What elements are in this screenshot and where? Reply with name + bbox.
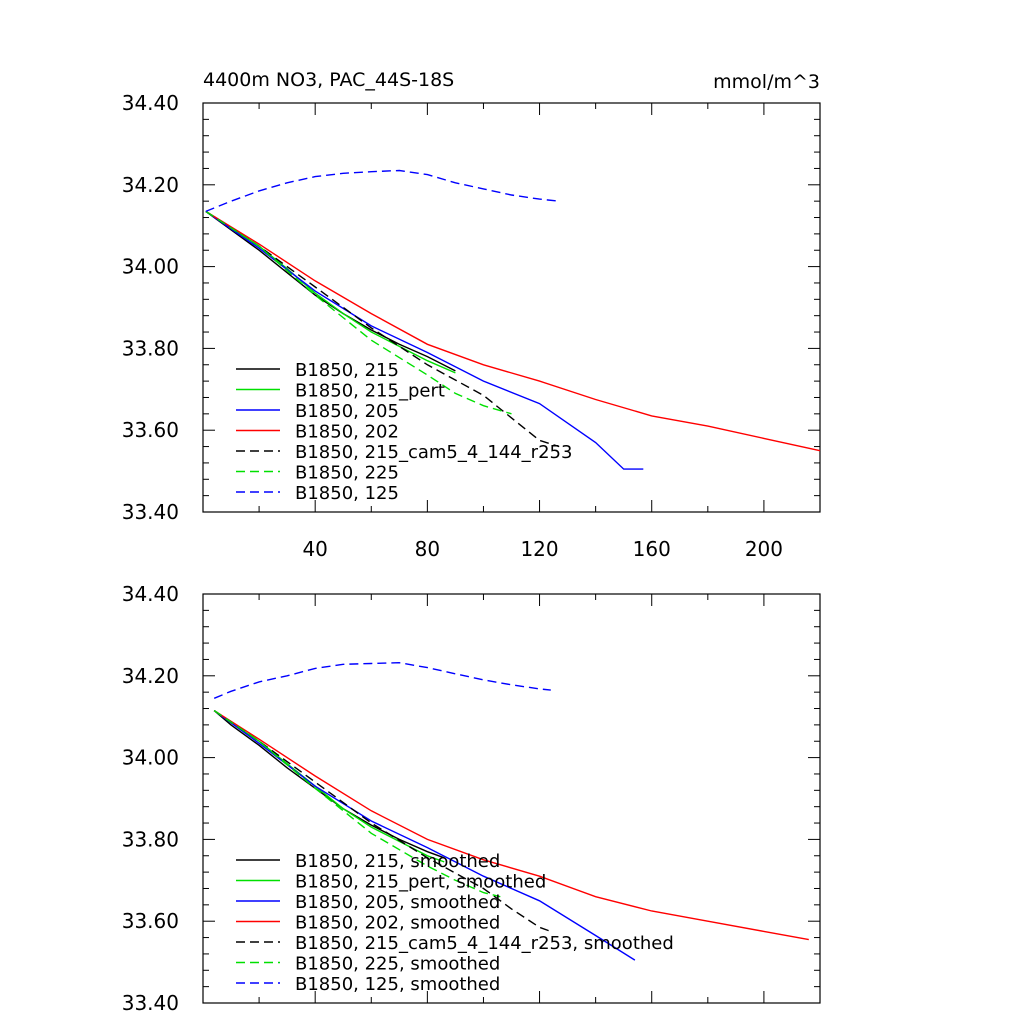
series-line <box>213 710 501 898</box>
plot-frame <box>202 102 821 513</box>
series-line <box>213 710 552 933</box>
series-line <box>213 661 551 699</box>
bottom-chart-panel: 33.40 33.60 33.80 34.00 34.20 34.40 B1850, 215… <box>122 582 821 1015</box>
series-line <box>205 210 456 372</box>
y-tick-label: 33.40 <box>122 991 179 1015</box>
y-tick-label: 34.20 <box>122 173 179 197</box>
series-line <box>205 210 512 415</box>
x-tick-label: 160 <box>633 537 671 561</box>
x-tick-label: 200 <box>745 537 783 561</box>
legend-label: B1850, 215, smoothed <box>295 851 500 872</box>
y-tick-label: 33.80 <box>122 827 179 851</box>
y-tick-label: 34.00 <box>122 255 179 279</box>
y-tick-label: 34.20 <box>122 664 179 688</box>
series-line <box>213 710 636 961</box>
legend-label: B1850, 202 <box>295 422 399 443</box>
y-tick-label: 33.80 <box>122 336 179 360</box>
x-tick-label: 40 <box>302 537 327 561</box>
legend-label: B1850, 215_cam5_4_144_r253 <box>295 442 572 463</box>
legend-label: B1850, 215_cam5_4_144_r253, smoothed <box>295 933 674 954</box>
series-line <box>213 710 809 941</box>
legend-label: B1850, 125 <box>295 483 399 504</box>
top-chart-panel: 4400m NO3, PAC_44S-18S mmol/m^3 33.40 33.… <box>122 69 821 561</box>
y-tick-label: 33.60 <box>122 418 179 442</box>
series-line <box>205 210 821 452</box>
series-line <box>213 710 445 859</box>
series-line <box>205 210 644 470</box>
plot-frame <box>202 593 821 1004</box>
legend-label: B1850, 215_pert, smoothed <box>295 872 546 893</box>
legend-label: B1850, 215_pert <box>295 381 445 402</box>
legend-label: B1850, 225, smoothed <box>295 954 500 975</box>
chart-title: 4400m NO3, PAC_44S-18S <box>203 69 454 91</box>
units-label: mmol/m^3 <box>713 71 820 93</box>
legend-label: B1850, 215 <box>295 360 399 381</box>
y-tick-label: 34.40 <box>122 582 179 606</box>
series-line <box>205 210 560 448</box>
legend-label: B1850, 225 <box>295 463 399 484</box>
x-tick-label: 120 <box>520 537 558 561</box>
y-tick-label: 33.60 <box>122 909 179 933</box>
legend-label: B1850, 202, smoothed <box>295 913 500 934</box>
y-tick-label: 34.40 <box>122 91 179 115</box>
y-tick-label: 34.00 <box>122 746 179 770</box>
x-tick-label: 80 <box>415 537 440 561</box>
series-line <box>205 169 560 213</box>
y-tick-label: 33.40 <box>122 500 179 524</box>
legend-label: B1850, 205 <box>295 401 399 422</box>
legend-label: B1850, 125, smoothed <box>295 974 500 995</box>
legend-label: B1850, 205, smoothed <box>295 892 500 913</box>
